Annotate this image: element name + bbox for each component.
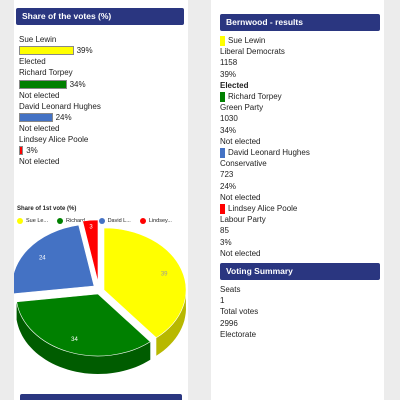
- voting-summary-header: Voting Summary: [220, 263, 380, 281]
- share-percent: 24%: [55, 113, 72, 123]
- votes-share-column: Share of the votes (%) Sue Lewin 39% Ele…: [14, 0, 188, 400]
- share-panel-header: Share of the votes (%): [16, 8, 184, 25]
- result-item-4: Lindsey Alice Poole Labour Party 85 3% N…: [211, 203, 384, 259]
- party-name: Conservative: [220, 159, 267, 169]
- party-name: Liberal Democrats: [220, 47, 285, 57]
- party-name: Green Party: [220, 103, 264, 113]
- candidate-name: Richard Torpey: [228, 92, 282, 102]
- vote-percent: 39%: [220, 69, 237, 79]
- next-panel-header-edge: [20, 394, 182, 400]
- legend-item[interactable]: Sue Le...: [17, 217, 49, 224]
- vote-count: 1158: [220, 58, 238, 68]
- share-bar: [19, 146, 24, 156]
- candidate-name: David Leonard Hughes: [228, 148, 310, 158]
- legend-label: Lindsey...: [148, 217, 172, 224]
- pie-slice-side: [156, 287, 186, 356]
- election-status: Not elected: [19, 124, 60, 134]
- share-item-4: Lindsey Alice Poole 3% Not elected: [14, 134, 188, 167]
- party-color-swatch: [220, 91, 225, 102]
- share-item-2: Richard Torpey 34% Not elected: [14, 67, 188, 100]
- legend-dot: [17, 217, 23, 224]
- candidate-name: David Leonard Hughes: [19, 101, 101, 111]
- share-percent: 34%: [69, 79, 86, 89]
- share-item-1: Sue Lewin 39% Elected: [14, 34, 188, 67]
- pie-legend: Sue Le... Richard... David L... Lindsey.…: [14, 217, 188, 224]
- pie-slice-label: 34: [71, 337, 78, 343]
- pie-slice[interactable]: [103, 227, 187, 339]
- party-name: Labour Party: [220, 215, 266, 225]
- vote-percent: 24%: [220, 181, 237, 191]
- share-percent: 3%: [26, 146, 38, 156]
- result-item-2: Richard Torpey Green Party 1030 34% Not …: [211, 91, 384, 147]
- candidate-name: Sue Lewin: [228, 36, 266, 45]
- election-status: Not elected: [220, 136, 261, 146]
- share-bar-row: 34%: [14, 79, 188, 90]
- candidate-name-row: Sue Lewin: [211, 35, 384, 46]
- voting-summary: Seats 1 Total votes 2996 Electorate: [211, 284, 384, 340]
- candidate-name: Sue Lewin: [19, 35, 57, 44]
- legend-item[interactable]: David L...: [98, 217, 131, 224]
- candidate-name-row: Lindsey Alice Poole: [211, 203, 384, 214]
- legend-label: Richard...: [66, 217, 90, 224]
- right-gutter: [384, 0, 400, 400]
- election-status: Elected: [220, 80, 249, 90]
- pie-slice[interactable]: [16, 293, 151, 357]
- share-bar: [19, 46, 74, 56]
- candidate-name-row: Richard Torpey: [211, 91, 384, 102]
- share-bar-row: 3%: [14, 145, 188, 156]
- pie-chart[interactable]: 39 34 24 3: [14, 218, 188, 388]
- election-status: Not elected: [220, 248, 261, 258]
- share-bar-row: 24%: [14, 112, 188, 123]
- legend-dot: [98, 217, 105, 224]
- share-percent: 39%: [76, 46, 93, 56]
- vote-count: 1030: [220, 114, 238, 124]
- vote-count: 85: [220, 226, 229, 236]
- pie-slice[interactable]: [82, 219, 99, 283]
- legend-label: David L...: [107, 217, 131, 224]
- pie-slice[interactable]: [14, 224, 95, 294]
- summary-label: Electorate: [220, 329, 257, 339]
- legend-dot: [139, 217, 146, 224]
- candidate-name-row: David Leonard Hughes: [211, 147, 384, 158]
- pie-slice-label: 3: [89, 224, 93, 230]
- party-color-swatch: [220, 203, 225, 214]
- party-color-swatch: [220, 35, 225, 46]
- pie-slice-label: 24: [39, 256, 46, 262]
- results-list: Sue Lewin Liberal Democrats 1158 39% Ele…: [211, 35, 384, 259]
- legend-item[interactable]: Richard...: [57, 217, 90, 224]
- share-bar: [19, 113, 53, 123]
- candidate-name: Lindsey Alice Poole: [19, 135, 89, 145]
- share-bar-row: 39%: [14, 45, 188, 56]
- vote-count: 723: [220, 170, 234, 180]
- candidate-name: Richard Torpey: [19, 68, 73, 78]
- results-panel-header: Bernwood - results: [220, 14, 380, 31]
- summary-label: Total votes: [220, 307, 259, 317]
- middle-gutter: [188, 0, 211, 400]
- election-status: Not elected: [19, 157, 60, 167]
- legend-label: Sue Le...: [26, 217, 49, 224]
- summary-label: Seats: [220, 285, 241, 295]
- election-status: Not elected: [220, 192, 261, 202]
- candidate-name: Lindsey Alice Poole: [228, 204, 298, 214]
- share-bar: [19, 79, 67, 89]
- vote-percent: 3%: [220, 237, 232, 247]
- left-gutter: [0, 0, 14, 400]
- election-status: Not elected: [19, 90, 60, 100]
- legend-dot: [57, 217, 64, 224]
- result-item-1: Sue Lewin Liberal Democrats 1158 39% Ele…: [211, 35, 384, 91]
- share-list: Sue Lewin 39% Elected Richard Torpey 34%…: [14, 34, 188, 168]
- share-item-3: David Leonard Hughes 24% Not elected: [14, 101, 188, 134]
- result-item-3: David Leonard Hughes Conservative 723 24…: [211, 147, 384, 203]
- pie-slice-label: 39: [161, 272, 168, 278]
- legend-item[interactable]: Lindsey...: [139, 217, 172, 224]
- vote-percent: 34%: [220, 125, 237, 135]
- pie-slice-side: [16, 301, 151, 374]
- summary-value: 1: [220, 296, 225, 306]
- results-column: Bernwood - results Sue Lewin Liberal Dem…: [211, 0, 384, 400]
- party-color-swatch: [220, 147, 225, 158]
- pie-chart-title: Share of 1st vote (%): [17, 205, 77, 212]
- election-status: Elected: [19, 57, 46, 67]
- summary-value: 2996: [220, 318, 238, 328]
